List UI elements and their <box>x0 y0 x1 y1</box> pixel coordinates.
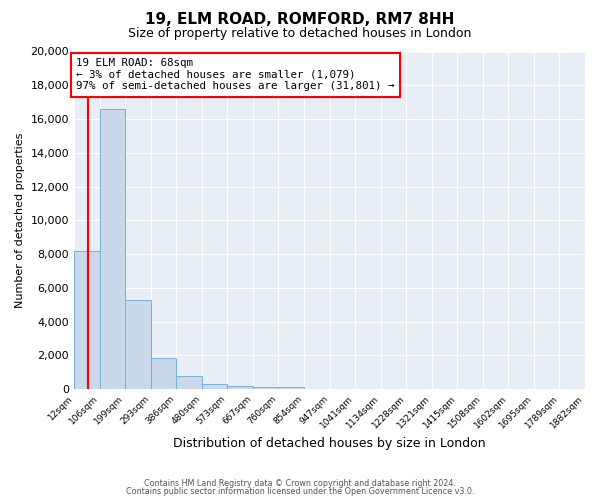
Bar <box>278 386 304 389</box>
Bar <box>253 386 278 389</box>
Text: Contains public sector information licensed under the Open Government Licence v3: Contains public sector information licen… <box>126 487 474 496</box>
Text: 19 ELM ROAD: 68sqm
← 3% of detached houses are smaller (1,079)
97% of semi-detac: 19 ELM ROAD: 68sqm ← 3% of detached hous… <box>76 58 395 92</box>
Bar <box>100 109 125 389</box>
Text: Contains HM Land Registry data © Crown copyright and database right 2024.: Contains HM Land Registry data © Crown c… <box>144 478 456 488</box>
Bar <box>151 358 176 389</box>
Bar <box>74 250 100 389</box>
Bar <box>176 376 202 389</box>
Y-axis label: Number of detached properties: Number of detached properties <box>15 132 25 308</box>
X-axis label: Distribution of detached houses by size in London: Distribution of detached houses by size … <box>173 437 486 450</box>
Text: 19, ELM ROAD, ROMFORD, RM7 8HH: 19, ELM ROAD, ROMFORD, RM7 8HH <box>145 12 455 28</box>
Bar <box>227 386 253 389</box>
Bar <box>125 300 151 389</box>
Text: Size of property relative to detached houses in London: Size of property relative to detached ho… <box>128 28 472 40</box>
Bar <box>202 384 227 389</box>
